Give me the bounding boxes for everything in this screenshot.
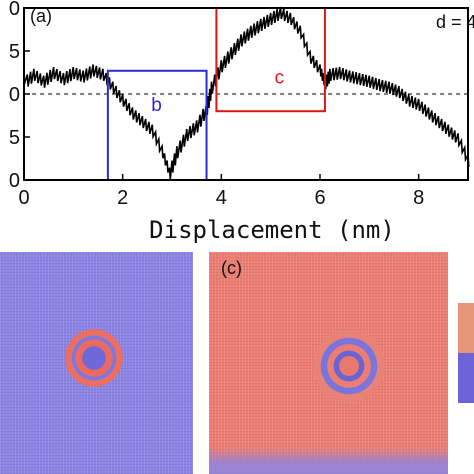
y-tick-label: 5 [9,127,20,149]
y-tick-label: 0 [9,170,20,192]
y-tick-label: 0 [9,84,20,106]
legend-swatch-top [458,303,474,353]
panel-label-c: (c) [221,258,242,278]
boundary-band [209,448,448,474]
x-tick-label: 4 [216,187,227,209]
x-tick-label: 2 [117,187,128,209]
spacing-annotation: d = 4 [436,12,474,32]
atomic-snapshot-b [0,252,193,474]
highlight-box-b [106,69,208,181]
x-tick-label: 8 [413,187,424,209]
panel-label-a: (a) [30,6,52,26]
data-series-line [23,6,470,180]
displacement-chart: b c 0 2 4 6 8 0 5 0 5 0 (a) d = 4 Displacement (nm… [9,0,474,244]
box-label-b: b [151,95,162,116]
x-tick-label: 6 [314,187,325,209]
legend-swatch-bottom [458,353,474,403]
y-tick-label: 5 [9,41,20,63]
x-tick-label: 0 [18,187,29,209]
atomic-snapshot-c: (c) [209,252,448,474]
defect-region-c [309,330,389,402]
y-tick-label: 0 [9,0,20,20]
x-axis-label: Displacement (nm) [149,216,395,244]
defect-region-b [60,327,128,389]
box-label-c: c [275,68,285,89]
